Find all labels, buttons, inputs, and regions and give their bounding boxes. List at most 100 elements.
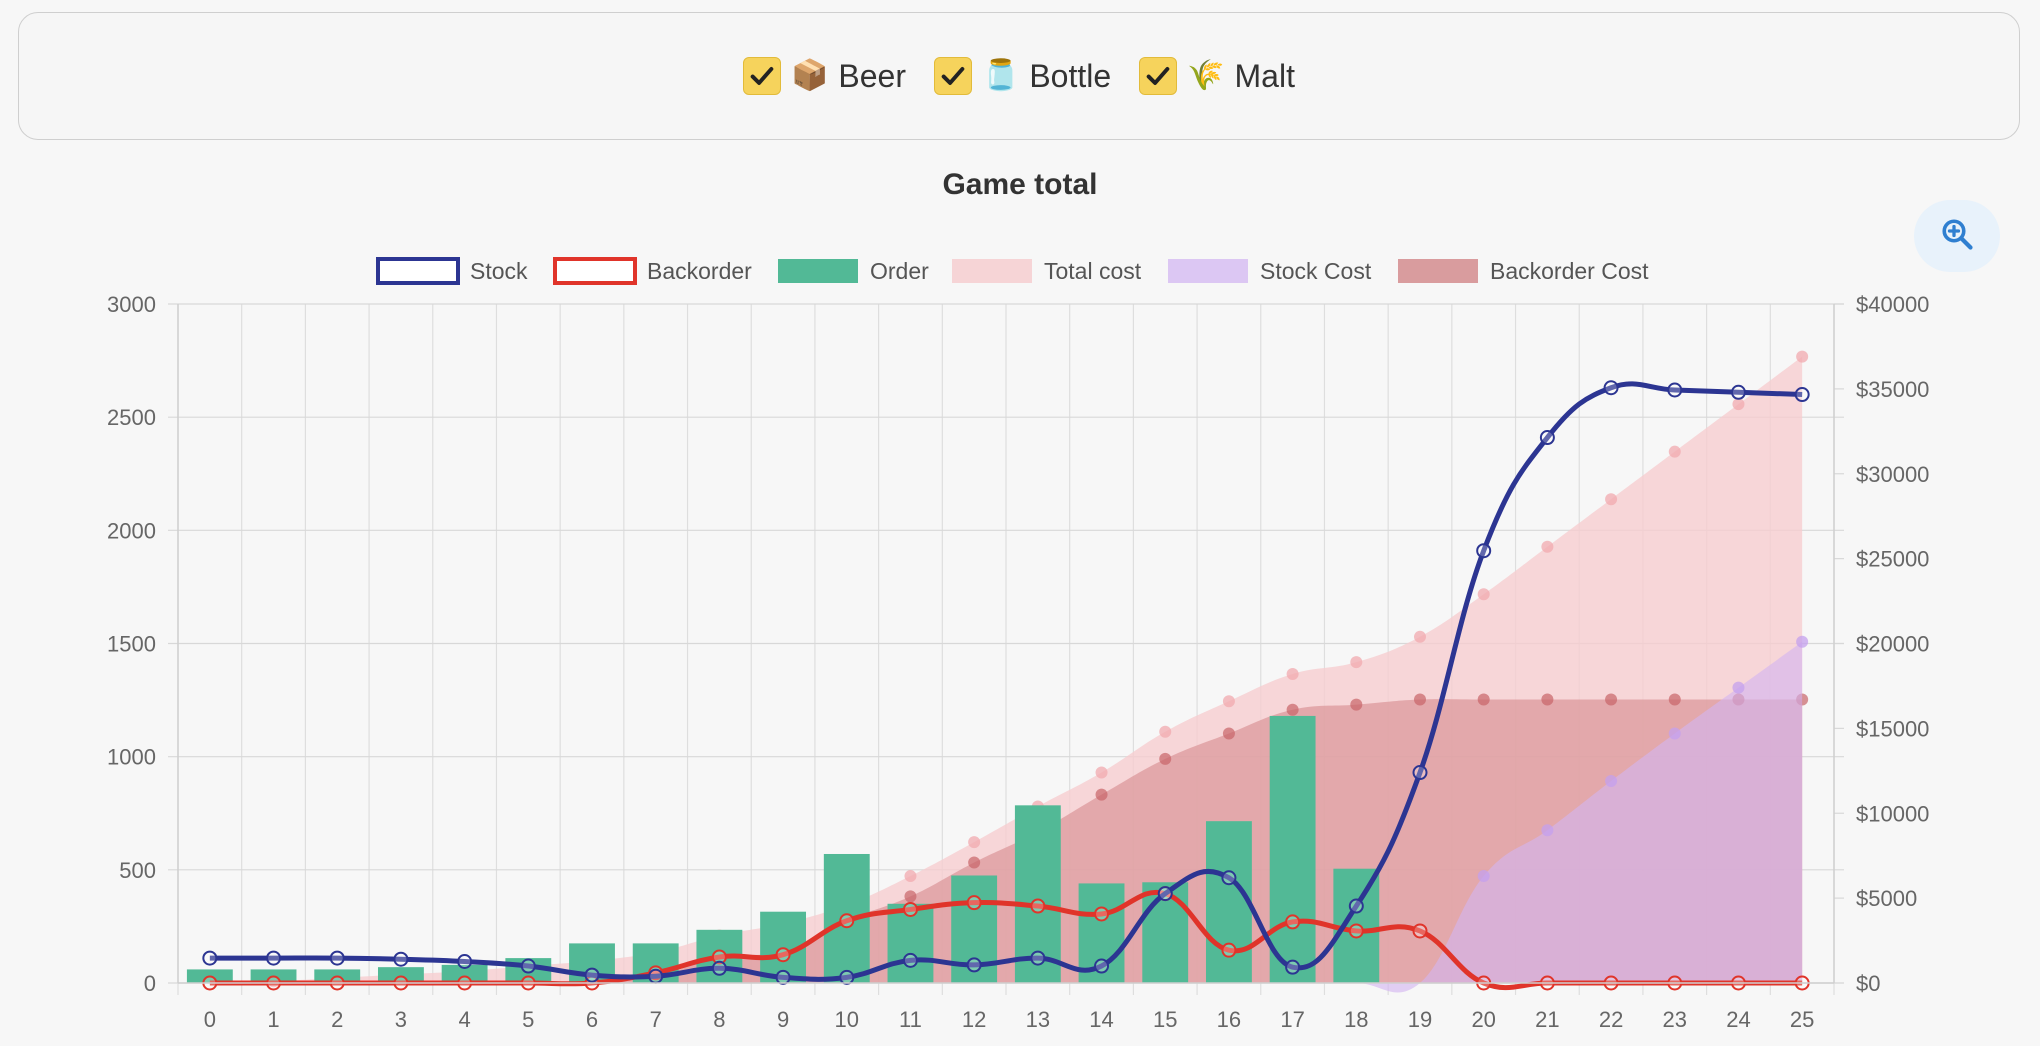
stock-point <box>457 953 473 969</box>
x-tick-label: 5 <box>522 1007 534 1032</box>
x-tick-label: 24 <box>1726 1007 1750 1032</box>
legend-label: Backorder Cost <box>1490 258 1649 284</box>
filter-beer[interactable]: 📦 Beer <box>743 57 906 95</box>
area-point <box>1350 698 1363 711</box>
stock-point <box>1667 382 1683 398</box>
backorder-point <box>1221 942 1237 958</box>
order-bar <box>1205 821 1252 983</box>
legend-swatch <box>553 257 637 285</box>
backorder-point <box>1285 914 1301 930</box>
chart-title: Game total <box>942 168 1097 201</box>
order-bar <box>1142 882 1189 983</box>
area-point <box>904 890 917 903</box>
x-tick-label: 15 <box>1153 1007 1177 1032</box>
backorder-point <box>1094 906 1110 922</box>
x-tick-label: 23 <box>1663 1007 1687 1032</box>
stock-point <box>1221 870 1237 886</box>
filter-label: Bottle <box>1029 57 1112 94</box>
area-backorder-cost <box>209 699 1803 984</box>
area-point <box>1095 766 1108 779</box>
order-bar <box>377 967 424 983</box>
area-point <box>1414 630 1426 643</box>
stock-point <box>1412 765 1428 781</box>
area-point <box>1668 445 1681 458</box>
area-point <box>1668 693 1681 706</box>
x-tick-label: 17 <box>1280 1007 1304 1032</box>
x-tick-label: 21 <box>1535 1007 1559 1032</box>
product-filter-panel: 📦 Beer 🫙 Bottle 🌾 Malt <box>18 12 2020 140</box>
stock-point <box>711 960 727 976</box>
stock-point <box>1348 898 1364 914</box>
stock-point <box>1730 384 1746 400</box>
stock-point <box>202 950 218 966</box>
area-point <box>1732 398 1745 411</box>
order-bar <box>1269 715 1316 983</box>
x-tick-label: 14 <box>1089 1007 1113 1032</box>
jar-icon: 🫙 <box>981 59 1020 92</box>
y-left-tick-label: 2500 <box>107 405 156 430</box>
y-left-tick-label: 1000 <box>107 745 156 770</box>
checkbox-icon[interactable] <box>933 57 972 95</box>
area-point <box>1477 870 1490 883</box>
stock-point <box>839 969 855 985</box>
backorder-point <box>1348 923 1364 939</box>
x-tick-label: 22 <box>1599 1007 1623 1032</box>
checkbox-icon[interactable] <box>743 57 782 95</box>
x-tick-label: 18 <box>1344 1007 1368 1032</box>
stock-point <box>1603 380 1619 396</box>
stock-point <box>329 950 345 966</box>
stock-point <box>902 952 918 968</box>
x-tick-label: 9 <box>777 1007 789 1032</box>
filter-malt[interactable]: 🌾 Malt <box>1139 57 1295 95</box>
y-right-tick-label: $35000 <box>1856 377 1929 402</box>
line-stock <box>209 381 1803 982</box>
zoom-button[interactable] <box>1914 200 2000 272</box>
y-right-tick-label: $15000 <box>1856 716 1929 741</box>
x-tick-label: 1 <box>267 1007 279 1032</box>
stock-point <box>266 950 282 966</box>
filter-label: Beer <box>838 57 906 94</box>
y-left-tick-label: 0 <box>144 971 156 996</box>
legend-swatch <box>376 257 460 285</box>
stock-point <box>966 957 982 973</box>
x-tick-label: 6 <box>586 1007 598 1032</box>
stock-point <box>1794 387 1810 403</box>
zoom-in-icon <box>1939 216 1975 257</box>
area-point <box>1605 493 1618 506</box>
area-point <box>1350 656 1363 669</box>
y-left-tick-label: 3000 <box>107 292 156 317</box>
y-right-tick-label: $10000 <box>1856 801 1929 826</box>
area-point <box>1541 824 1554 837</box>
area-point <box>1541 693 1554 706</box>
area-point <box>1159 752 1172 765</box>
stock-point <box>393 951 409 967</box>
y-right-tick-label: $25000 <box>1856 547 1929 572</box>
backorder-point <box>966 895 982 911</box>
area-point <box>1541 540 1554 553</box>
x-tick-label: 12 <box>962 1007 986 1032</box>
area-point <box>1477 588 1490 601</box>
backorder-point <box>711 949 727 965</box>
area-point <box>1159 725 1172 738</box>
cost-areas <box>209 350 1809 993</box>
x-tick-label: 20 <box>1471 1007 1495 1032</box>
stock-point <box>648 968 664 984</box>
order-bar <box>887 903 934 983</box>
stock-point <box>1285 959 1301 975</box>
area-point <box>1414 693 1426 706</box>
checkbox-icon[interactable] <box>1139 57 1178 95</box>
y-left-tick-label: 2000 <box>107 518 156 543</box>
legend-swatch <box>1398 259 1478 283</box>
x-tick-label: 19 <box>1408 1007 1432 1032</box>
stock-point <box>1094 958 1110 974</box>
box-icon: 📦 <box>791 59 829 92</box>
filter-label: Malt <box>1234 57 1295 94</box>
area-point <box>1796 350 1809 363</box>
filter-bottle[interactable]: 🫙 Bottle <box>933 57 1112 95</box>
x-tick-label: 3 <box>395 1007 407 1032</box>
y-right-tick-label: $0 <box>1856 971 1880 996</box>
legend-label: Total cost <box>1044 258 1142 284</box>
legend-label: Backorder <box>647 258 752 284</box>
y-right-tick-label: $20000 <box>1856 632 1929 657</box>
stock-point <box>520 958 536 974</box>
